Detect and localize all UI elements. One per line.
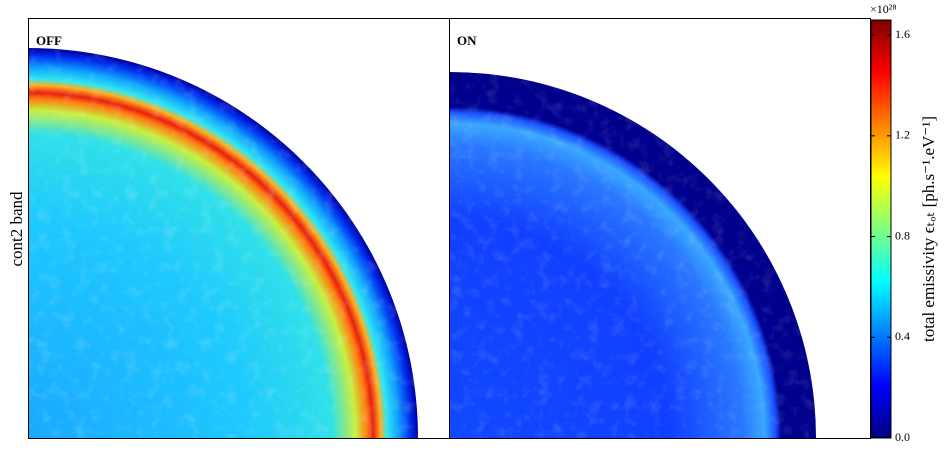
colorbar-tick-label: 0.8 (895, 228, 910, 242)
y-axis-label: cont2 band (7, 191, 26, 267)
colorbar-multiplier: ×10²⁸ (870, 2, 897, 16)
texture (28, 48, 418, 438)
panel-on: ON (449, 18, 871, 439)
texture (450, 72, 816, 438)
colorbar-tick-label: 0.0 (895, 430, 910, 444)
colorbar: ×10²⁸ total emissivity ϵₜₒₜ [ph.s⁻¹.eV⁻¹… (870, 2, 938, 444)
panel-off: OFF (28, 18, 450, 439)
colorbar-gradient (870, 19, 892, 439)
panel-label: OFF (36, 33, 62, 48)
colorbar-label: total emissivity ϵₜₒₜ [ph.s⁻¹.eV⁻¹] (919, 116, 938, 342)
colorbar-tick-label: 0.4 (895, 329, 910, 343)
colorbar-tick-label: 1.2 (895, 128, 910, 142)
colorbar-tick-label: 1.6 (895, 27, 910, 41)
panel-label: ON (457, 33, 477, 48)
